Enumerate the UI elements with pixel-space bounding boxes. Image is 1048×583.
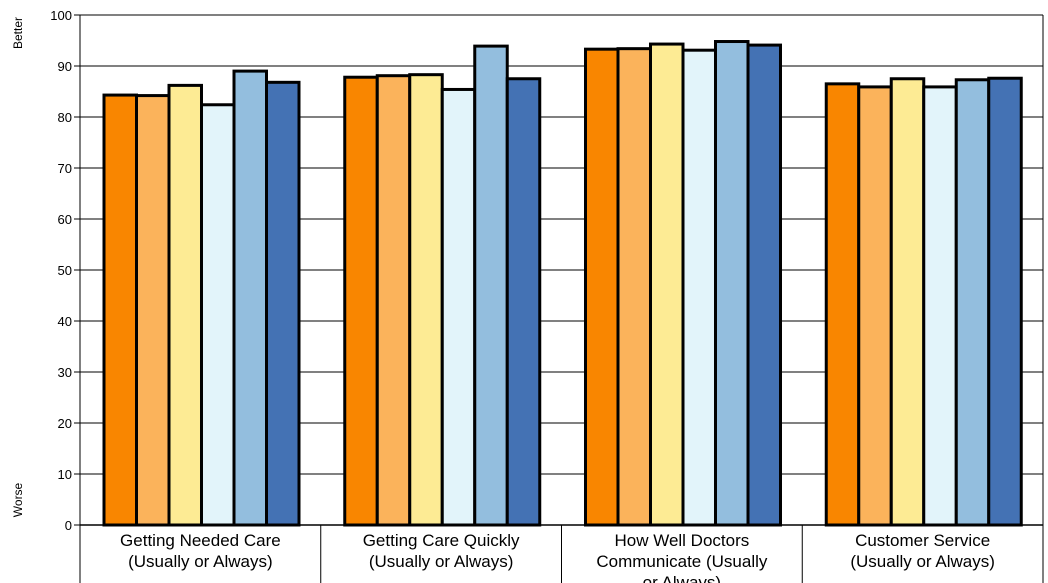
y-tick-label: 10 [58, 467, 72, 482]
bar [616, 47, 652, 527]
y-label-worse: Worse [11, 482, 25, 517]
bar [265, 80, 301, 527]
bar [505, 77, 542, 527]
bar [746, 43, 782, 527]
bar [343, 75, 379, 527]
bar [889, 77, 926, 527]
bar [714, 40, 750, 527]
bar [375, 74, 412, 527]
y-tick-label: 40 [58, 314, 72, 329]
bar [681, 48, 717, 527]
category-labels: Getting Needed Care (Usually or Always) Ge… [120, 531, 995, 583]
bar [954, 78, 991, 527]
bar [200, 103, 236, 527]
bar [408, 73, 444, 527]
y-label-better: Better [11, 17, 25, 49]
bar [824, 82, 861, 527]
bar [440, 87, 477, 527]
x-tick-label: Getting Care Quickly (Usually or Always) [363, 531, 520, 571]
y-tick-label: 90 [58, 59, 72, 74]
y-tick-label: 70 [58, 161, 72, 176]
bar [232, 69, 268, 527]
bar [922, 85, 958, 527]
x-tick-label: Customer Service (Usually or Always) [850, 531, 995, 571]
axes [79, 14, 1044, 583]
y-tick-label: 20 [58, 416, 72, 431]
bar [649, 42, 685, 527]
y-tick-label: 80 [58, 110, 72, 125]
x-tick-label: How Well Doctors Communicate (Usually or A… [596, 531, 767, 583]
x-tick-label: Getting Needed Care (Usually or Always) [120, 531, 281, 571]
bar [473, 44, 509, 527]
bar [102, 93, 138, 527]
bars [102, 40, 1023, 527]
bar [167, 83, 203, 527]
bar [135, 94, 171, 527]
y-tick-label: 30 [58, 365, 72, 380]
y-tick-labels: 0 10 20 30 40 50 60 70 80 90 100 [50, 8, 72, 533]
y-tick-label: 100 [50, 8, 72, 23]
y-tick-label: 0 [65, 518, 72, 533]
bar [857, 85, 893, 527]
y-tick-label: 60 [58, 212, 72, 227]
bar [987, 76, 1023, 527]
bar [584, 47, 620, 527]
y-tick-label: 50 [58, 263, 72, 278]
